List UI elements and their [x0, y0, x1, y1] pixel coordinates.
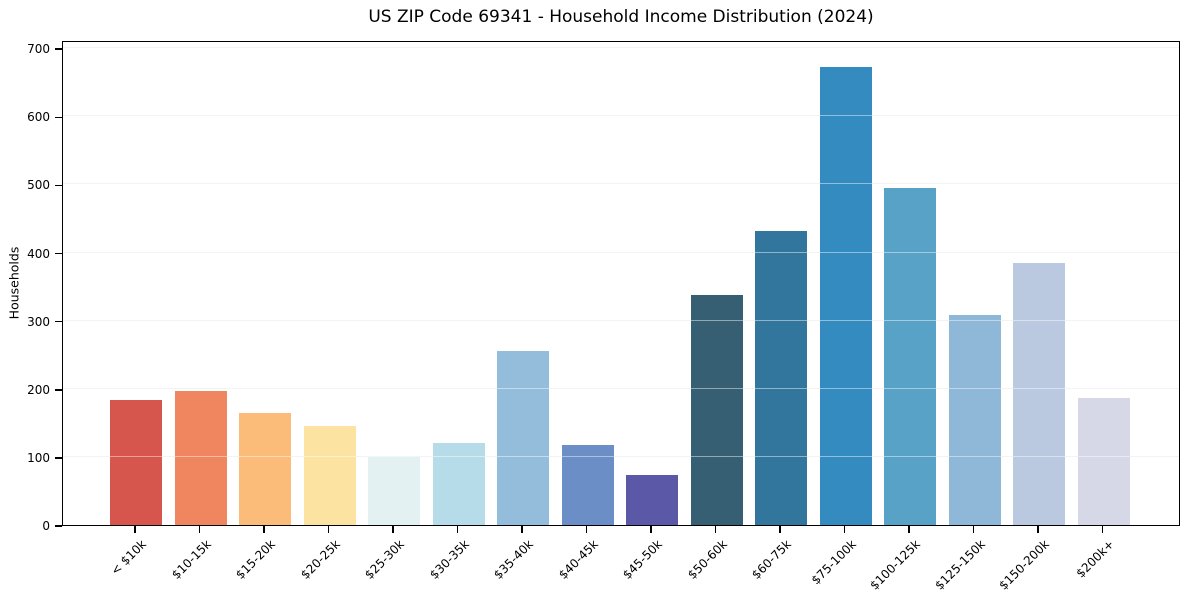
- gridline: [63, 319, 1179, 321]
- gridline: [63, 455, 1179, 457]
- bar: [819, 67, 872, 525]
- y-tick-mark: [55, 457, 62, 459]
- x-tick-mark: [327, 526, 330, 533]
- x-tick-label: $50-60k: [684, 537, 730, 582]
- x-tick-mark: [585, 526, 588, 533]
- y-tick-label: 500: [27, 178, 50, 193]
- y-tick-label: 700: [27, 42, 50, 57]
- bar: [755, 230, 807, 525]
- x-tick-mark: [779, 526, 781, 533]
- x-tick-label: $200k+: [1072, 537, 1117, 581]
- x-tick-label: $15-20k: [233, 537, 278, 582]
- x-tick-mark: [1037, 526, 1039, 533]
- y-tick-mark: [55, 525, 62, 527]
- x-tick-mark: [134, 526, 136, 533]
- bar: [561, 444, 614, 525]
- y-tick-label: 400: [27, 246, 50, 261]
- x-tick-label: $45-50k: [620, 537, 665, 582]
- x-tick-mark: [908, 526, 910, 533]
- gridline: [63, 251, 1179, 253]
- x-tick-mark: [1101, 526, 1104, 533]
- y-tick-label: 600: [27, 110, 50, 125]
- x-tick-label: $10-15k: [168, 537, 214, 582]
- x-tick-label: $150-200k: [996, 537, 1052, 590]
- gridline: [63, 183, 1179, 185]
- gridline: [63, 319, 1179, 321]
- x-tick-mark: [456, 526, 459, 533]
- y-tick-label: 300: [27, 314, 50, 329]
- bar: [690, 295, 743, 525]
- x-tick-label: $25-30k: [362, 537, 407, 582]
- gridline: [63, 47, 1179, 49]
- gridline: [63, 183, 1179, 185]
- bar: [497, 351, 549, 525]
- gridline: [63, 387, 1179, 389]
- x-tick-mark: [392, 526, 394, 533]
- gridline: [63, 115, 1179, 117]
- gridline: [63, 455, 1179, 457]
- bar: [626, 475, 678, 525]
- x-tick-label: $125-150k: [931, 537, 988, 590]
- x-tick-label: $75-100k: [808, 537, 859, 588]
- bar: [432, 443, 485, 525]
- bar: [303, 426, 356, 525]
- x-tick-label: $40-45k: [555, 537, 601, 582]
- x-tick-label: $30-35k: [426, 537, 472, 582]
- x-tick-mark: [521, 526, 523, 533]
- x-tick-mark: [843, 526, 846, 533]
- bar: [948, 314, 1001, 525]
- gridline: [63, 251, 1179, 253]
- bar: [1077, 398, 1130, 525]
- x-tick-mark: [972, 526, 975, 533]
- x-tick-label: $60-75k: [749, 537, 794, 582]
- gridline: [63, 47, 1179, 49]
- x-tick-mark: [198, 526, 201, 533]
- x-tick-label: $100-125k: [867, 537, 923, 590]
- bar: [1013, 262, 1065, 525]
- x-tick-label: < $10k: [108, 537, 149, 578]
- x-tick-label: $35-40k: [491, 537, 536, 582]
- y-tick-mark: [55, 184, 62, 187]
- y-tick-mark: [55, 320, 62, 323]
- y-tick-label: 100: [27, 450, 50, 465]
- y-tick-label: 0: [42, 519, 50, 533]
- x-tick-mark: [650, 526, 652, 533]
- y-tick-label: 200: [27, 382, 50, 397]
- y-tick-mark: [55, 389, 62, 391]
- bar: [110, 400, 162, 525]
- x-tick-mark: [714, 526, 717, 533]
- plot-area: [62, 41, 1180, 526]
- gridline: [63, 387, 1179, 389]
- bar: [884, 187, 936, 525]
- y-tick-mark: [55, 48, 62, 50]
- bar: [368, 455, 420, 525]
- bar: [239, 413, 291, 525]
- gridline: [63, 115, 1179, 117]
- x-tick-mark: [263, 526, 265, 533]
- x-tick-label: $20-25k: [297, 537, 343, 582]
- y-tick-mark: [55, 116, 62, 119]
- chart-title: US ZIP Code 69341 - Household Income Dis…: [368, 7, 874, 27]
- bar: [174, 390, 227, 525]
- y-tick-mark: [55, 252, 62, 255]
